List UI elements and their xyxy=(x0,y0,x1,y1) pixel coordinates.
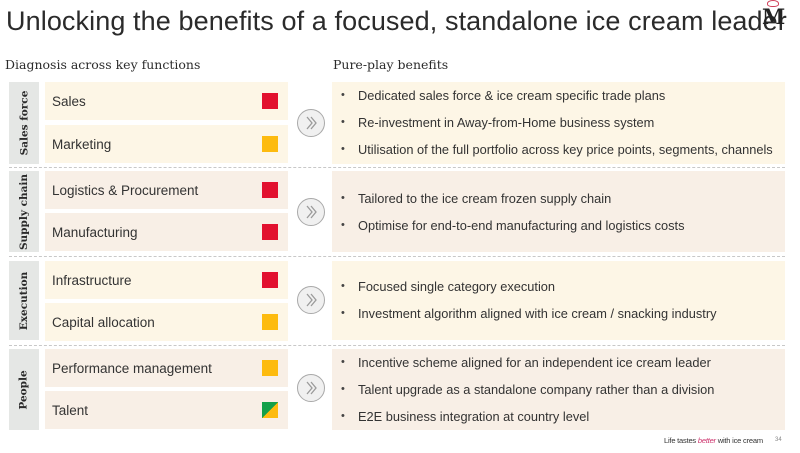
function-row: Marketing xyxy=(45,125,288,163)
benefit-item: Tailored to the ice cream frozen supply … xyxy=(341,185,785,212)
page-title: Unlocking the benefits of a focused, sta… xyxy=(6,6,787,36)
benefit-item: Talent upgrade as a standalone company r… xyxy=(341,376,785,403)
diagnosis-heading: Diagnosis across key functions xyxy=(5,57,201,72)
divider xyxy=(9,256,785,257)
function-row: Talent xyxy=(45,391,288,429)
benefits-box: Focused single category execution Invest… xyxy=(332,261,785,340)
function-row: Capital allocation xyxy=(45,303,288,341)
status-amber-icon xyxy=(262,360,278,376)
status-red-icon xyxy=(262,224,278,240)
status-amber-icon xyxy=(262,314,278,330)
group-supply-chain: Supply chain Logistics & Procurement Man… xyxy=(0,171,800,252)
benefit-item: Re-investment in Away-from-Home business… xyxy=(341,109,785,136)
benefit-item: Dedicated sales force & ice cream specif… xyxy=(341,82,785,109)
heart-icon xyxy=(767,0,779,7)
function-row: Manufacturing xyxy=(45,213,288,251)
benefit-item: Focused single category execution xyxy=(341,273,785,300)
benefits-box: Tailored to the ice cream frozen supply … xyxy=(332,171,785,252)
status-red-icon xyxy=(262,272,278,288)
divider xyxy=(9,345,785,346)
group-label: Execution xyxy=(9,261,39,340)
benefit-item: Investment algorithm aligned with ice cr… xyxy=(341,300,785,327)
benefit-item: Utilisation of the full portfolio across… xyxy=(341,136,785,163)
benefit-item: E2E business integration at country leve… xyxy=(341,403,785,430)
benefits-box: Dedicated sales force & ice cream specif… xyxy=(332,82,785,164)
status-red-icon xyxy=(262,182,278,198)
chevron-right-icon xyxy=(297,198,325,226)
group-label: People xyxy=(9,349,39,430)
page-number: 34 xyxy=(775,437,782,443)
chevron-right-icon xyxy=(297,109,325,137)
group-label: Sales force xyxy=(9,82,39,164)
benefits-box: Incentive scheme aligned for an independ… xyxy=(332,349,785,430)
divider xyxy=(9,167,785,168)
function-row: Infrastructure xyxy=(45,261,288,299)
benefit-item: Incentive scheme aligned for an independ… xyxy=(341,349,785,376)
logo-letter: M xyxy=(762,4,786,29)
brand-logo: M xyxy=(760,0,786,30)
group-label: Supply chain xyxy=(9,171,39,252)
group-execution: Execution Infrastructure Capital allocat… xyxy=(0,261,800,341)
function-row: Logistics & Procurement xyxy=(45,171,288,209)
benefits-heading: Pure-play benefits xyxy=(333,57,449,72)
status-amber-green-icon xyxy=(262,402,278,418)
footer-tagline: Life tastes better with ice cream xyxy=(664,436,763,445)
chevron-right-icon xyxy=(297,286,325,314)
function-row: Sales xyxy=(45,82,288,120)
benefit-item: Optimise for end-to-end manufacturing an… xyxy=(341,212,785,239)
group-people: People Performance management Talent Inc… xyxy=(0,349,800,430)
group-sales-force: Sales force Sales Marketing Dedicated sa… xyxy=(0,82,800,164)
status-amber-icon xyxy=(262,136,278,152)
function-row: Performance management xyxy=(45,349,288,387)
chevron-right-icon xyxy=(297,374,325,402)
status-red-icon xyxy=(262,93,278,109)
